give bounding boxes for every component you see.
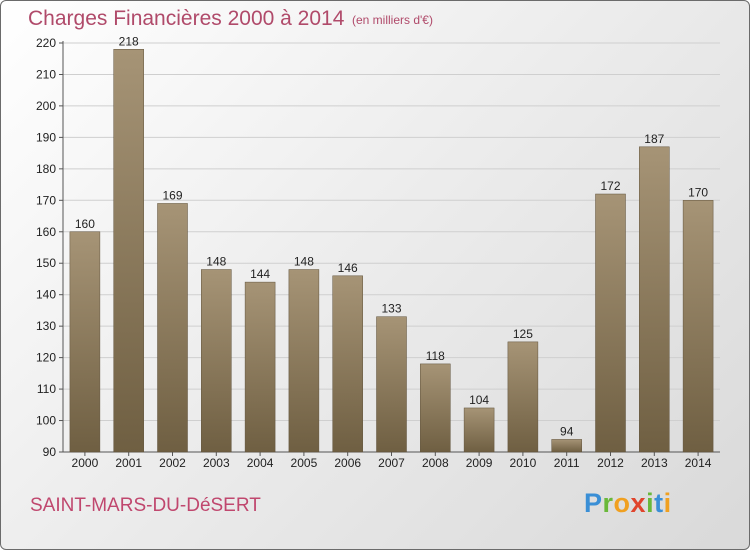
logo-letter: r [602, 488, 614, 518]
logo-letter: i [663, 488, 672, 518]
y-tick-label: 160 [36, 225, 56, 239]
y-tick-label: 110 [37, 382, 56, 396]
bar [113, 49, 144, 453]
labels: 90 100 110 120 130 140 150 160 170 180 190 200 210 22… [36, 34, 712, 470]
bar [201, 269, 232, 453]
y-tick-label: 190 [36, 130, 56, 144]
x-tick-label: 2004 [247, 456, 274, 470]
y-tick-label: 210 [36, 67, 56, 81]
x-tick-label: 2013 [641, 456, 668, 470]
bar [69, 231, 101, 453]
x-tick-label: 2007 [378, 456, 405, 470]
x-tick-label: 2014 [685, 456, 712, 470]
logo-letter: P [584, 488, 603, 518]
x-tick-label: 2009 [466, 456, 493, 470]
y-tick-label: 200 [36, 99, 56, 113]
bar [244, 281, 276, 453]
y-tick-label: 90 [43, 445, 57, 459]
bar [463, 407, 495, 453]
y-tick-label: 130 [36, 319, 56, 333]
x-tick-label: 2012 [597, 456, 624, 470]
data-label: 125 [513, 327, 533, 341]
logo-letter: i [646, 488, 655, 518]
bar [551, 439, 582, 453]
y-tick-label: 220 [36, 36, 56, 50]
logo-letter: o [613, 488, 631, 518]
y-tick-label: 120 [36, 351, 56, 365]
x-tick-label: 2002 [159, 456, 186, 470]
data-label: 160 [75, 217, 95, 231]
data-label: 170 [688, 185, 708, 199]
data-label: 94 [560, 424, 574, 438]
x-tick-label: 2001 [115, 456, 142, 470]
x-tick-label: 2011 [554, 456, 580, 470]
x-tick-label: 2008 [422, 456, 449, 470]
y-tick-label: 170 [36, 193, 56, 207]
y-tick-label: 150 [36, 256, 56, 270]
data-label: 104 [469, 393, 489, 407]
bar [639, 146, 670, 453]
bar [157, 203, 188, 453]
y-tick-label: 180 [36, 162, 56, 176]
data-label: 148 [206, 255, 226, 269]
data-label: 187 [644, 132, 664, 146]
bars [69, 49, 714, 453]
bar [507, 341, 539, 453]
bar [682, 200, 714, 453]
x-tick-label: 2005 [291, 456, 318, 470]
x-tick-label: 2003 [203, 456, 230, 470]
commune-name: SAINT-MARS-DU-DéSERT [30, 495, 261, 516]
data-label: 218 [119, 34, 139, 48]
bar [376, 316, 407, 453]
data-label: 148 [294, 255, 314, 269]
y-tick-label: 100 [36, 414, 56, 428]
data-label: 118 [426, 349, 445, 363]
x-tick-label: 2006 [334, 456, 361, 470]
data-label: 133 [381, 302, 401, 316]
y-tick-label: 140 [36, 288, 56, 302]
bar [420, 363, 451, 453]
bar [332, 275, 363, 453]
data-label: 146 [338, 261, 358, 275]
logo-letter: t [654, 488, 664, 518]
data-label: 172 [600, 179, 620, 193]
data-label: 169 [162, 188, 182, 202]
chart-subtitle: (en milliers d'€) [352, 13, 433, 27]
x-tick-label: 2010 [510, 456, 537, 470]
bar [595, 193, 626, 453]
bar [288, 269, 320, 453]
x-tick-label: 2000 [72, 456, 99, 470]
data-label: 144 [250, 267, 270, 281]
proxiti-logo: Proxiti [584, 488, 672, 519]
logo-letter: x [630, 488, 647, 518]
chart-title: Charges Financières 2000 à 2014 [28, 7, 345, 30]
